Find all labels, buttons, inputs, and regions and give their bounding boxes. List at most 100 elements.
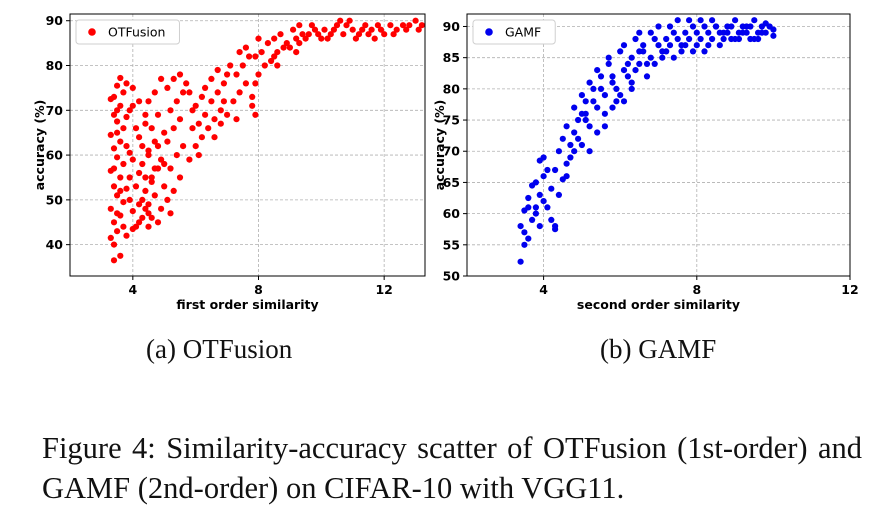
data-point [107, 131, 114, 138]
data-point [674, 17, 681, 24]
data-point [315, 31, 322, 38]
y-tick-label: 90 [443, 19, 461, 34]
data-point [151, 89, 158, 96]
data-point [686, 35, 693, 43]
data-point [158, 205, 165, 212]
legend: OTFusion [75, 19, 180, 45]
y-axis-label: accuracy (%) [32, 100, 47, 191]
data-point [532, 204, 539, 211]
data-point [517, 258, 524, 265]
data-point [239, 62, 246, 69]
data-point [762, 20, 769, 27]
data-point [123, 143, 130, 150]
data-points [107, 17, 425, 264]
data-point [145, 147, 152, 154]
data-point [264, 40, 271, 47]
data-point [195, 120, 202, 127]
x-tick-label: 4 [539, 282, 548, 297]
data-point [120, 223, 127, 230]
x-tick-label: 8 [692, 282, 701, 297]
data-point [123, 232, 130, 239]
data-point [296, 22, 303, 29]
data-point [132, 125, 140, 132]
y-tick-label: 60 [46, 148, 64, 163]
data-point [123, 80, 130, 87]
figure-caption: Figure 4: Similarity-accuracy scatter of… [42, 431, 862, 505]
data-point [117, 138, 124, 145]
data-point [374, 22, 381, 29]
data-point [689, 23, 697, 30]
data-point [555, 191, 562, 198]
data-point [517, 223, 524, 230]
data-point [142, 120, 149, 127]
data-point [333, 22, 341, 29]
data-point [663, 48, 670, 55]
data-point [720, 29, 727, 36]
data-point [697, 17, 704, 24]
data-point [647, 29, 654, 36]
data-point [324, 35, 331, 42]
data-point [548, 216, 555, 223]
data-point [571, 129, 578, 136]
data-point [377, 26, 385, 33]
data-point [271, 53, 278, 60]
data-point [205, 125, 212, 132]
data-point [176, 174, 184, 181]
data-point [136, 201, 143, 208]
data-point [689, 48, 697, 55]
x-tick-label: 12 [375, 282, 392, 297]
data-point [536, 223, 543, 230]
data-point [176, 71, 184, 78]
legend-label: GAMF [505, 25, 541, 40]
data-point [563, 173, 570, 180]
data-point [399, 22, 407, 29]
data-point [571, 148, 578, 155]
data-point [126, 107, 133, 114]
data-point [170, 125, 177, 132]
data-point [697, 35, 704, 43]
data-point [340, 31, 347, 38]
data-point [110, 93, 118, 100]
data-point [217, 120, 224, 127]
legend-box [75, 19, 180, 45]
data-point [352, 35, 359, 42]
data-point [161, 183, 168, 190]
data-point [578, 92, 585, 99]
data-point [110, 183, 118, 190]
data-point [145, 223, 152, 230]
data-point [208, 75, 215, 82]
data-point [682, 29, 689, 36]
data-point [117, 74, 124, 82]
axis-ticks: 50 55 60 65 70 75 80 85 90 4 8 12 [443, 19, 859, 297]
data-point [117, 102, 124, 109]
data-point [624, 60, 631, 67]
data-point [129, 102, 136, 109]
data-point [540, 154, 547, 161]
data-point [274, 49, 281, 56]
data-point [192, 143, 199, 150]
data-point [709, 17, 716, 24]
axis-ticks: 40 50 60 70 80 90 4 8 12 [46, 13, 393, 297]
data-point [142, 174, 149, 181]
data-point [628, 85, 635, 92]
data-point [701, 48, 708, 55]
data-point [540, 173, 547, 180]
data-point [521, 241, 528, 248]
data-point [173, 152, 180, 159]
y-tick-label: 50 [443, 269, 461, 284]
data-point [311, 26, 319, 33]
data-point [346, 17, 353, 24]
data-point [390, 31, 397, 38]
data-point [709, 35, 716, 43]
data-point [636, 60, 643, 67]
data-point [129, 156, 136, 163]
data-point [167, 107, 174, 114]
data-point [617, 92, 624, 99]
data-point [145, 201, 152, 208]
data-point [198, 93, 205, 100]
data-point [167, 165, 174, 172]
data-point [720, 35, 727, 43]
data-point [620, 67, 628, 74]
data-point [743, 23, 750, 30]
